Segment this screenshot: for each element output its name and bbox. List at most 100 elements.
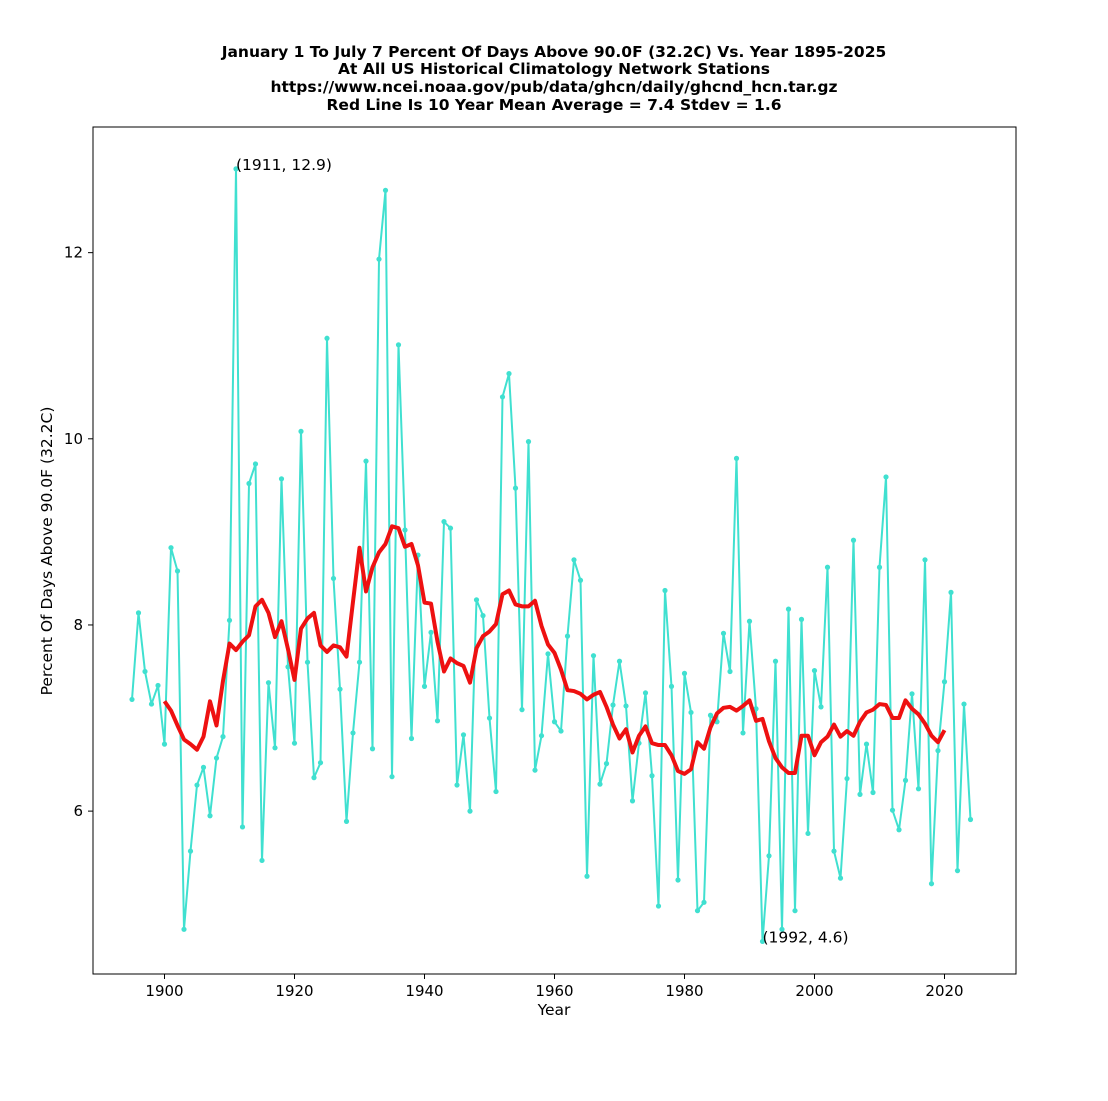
x-tick-label: 2020 xyxy=(925,982,963,1000)
series-0-point xyxy=(811,667,818,674)
series-0-point xyxy=(473,597,480,603)
series-0-point xyxy=(168,545,174,551)
plot-area xyxy=(129,166,974,945)
plot-frame xyxy=(92,126,1017,975)
x-tick-label: 1960 xyxy=(535,982,573,1000)
series-0-point xyxy=(590,653,597,659)
series-1-line xyxy=(162,524,947,776)
series-0-point xyxy=(772,658,779,664)
series-0-point xyxy=(454,782,460,788)
series-0-point xyxy=(928,881,935,887)
series-0-point xyxy=(889,807,896,813)
series-0-point xyxy=(389,774,395,780)
series-0-point xyxy=(584,873,590,879)
x-axis-label: Year xyxy=(537,1001,571,1019)
series-0-point xyxy=(844,775,850,782)
x-tick-label: 1980 xyxy=(665,982,703,1000)
series-0-point xyxy=(766,853,772,859)
series-0-point xyxy=(265,680,272,686)
series-0-point xyxy=(272,745,278,751)
series-0-point xyxy=(200,764,207,770)
series-0-point xyxy=(434,718,441,724)
series-0-point xyxy=(304,659,311,665)
series-0-point xyxy=(870,789,876,796)
series-0-point xyxy=(850,537,857,543)
series-0-point xyxy=(909,691,915,697)
y-tick-label: 10 xyxy=(64,430,83,448)
series-0-point xyxy=(259,857,265,864)
series-0-point xyxy=(506,371,512,377)
series-0-point xyxy=(857,791,863,797)
x-tick-label: 2000 xyxy=(795,982,833,1000)
series-0-point xyxy=(499,394,506,400)
series-0-point xyxy=(493,788,499,795)
series-0-point xyxy=(226,617,233,623)
series-0-point xyxy=(675,877,681,883)
series-0-point xyxy=(876,564,883,570)
series-0-point xyxy=(824,564,831,570)
series-0-point xyxy=(597,781,603,787)
series-0-point xyxy=(252,461,259,467)
series-0-point xyxy=(174,568,181,574)
series-0-point xyxy=(896,827,902,833)
series-0-point xyxy=(311,775,317,781)
series-0-point xyxy=(428,629,434,636)
series-0-point xyxy=(707,712,714,718)
series-0-point xyxy=(369,746,376,752)
x-tick-label: 1940 xyxy=(405,982,443,1000)
series-0-point xyxy=(935,748,941,754)
series-0-point xyxy=(194,782,200,788)
series-0-point xyxy=(213,755,220,761)
series-0-point xyxy=(603,761,610,767)
series-0-point xyxy=(408,735,415,742)
series-0-point xyxy=(376,256,382,262)
series-0-point xyxy=(330,575,337,582)
series-0-point xyxy=(207,813,213,819)
series-0-point xyxy=(837,875,844,881)
series-0-point xyxy=(187,848,194,854)
series-0-point xyxy=(681,670,688,676)
series-0-point xyxy=(798,616,805,622)
series-0-point xyxy=(915,786,922,792)
series-0-point xyxy=(740,730,746,736)
series-0-point xyxy=(701,899,707,905)
x-axis-ticks: 1900 1920 1940 1960 1980 2000 2020 xyxy=(145,974,964,1000)
series-0-point xyxy=(350,730,356,736)
series-0-point xyxy=(324,335,330,341)
series-0-point xyxy=(395,342,402,348)
annotation-label: (1992, 4.6) xyxy=(763,928,849,946)
series-0-point xyxy=(447,525,454,531)
series-0-point xyxy=(356,659,363,665)
series-0-point xyxy=(662,587,668,594)
series-0-point xyxy=(239,824,246,830)
series-0-point xyxy=(285,664,291,670)
series-0-point xyxy=(291,740,298,746)
series-0-point xyxy=(337,686,343,692)
series-0-point xyxy=(246,480,252,487)
series-0-point xyxy=(902,777,909,784)
series-0-point xyxy=(298,428,304,434)
x-tick-label: 1900 xyxy=(145,982,183,1000)
series-0-point xyxy=(792,908,798,914)
series-0-point xyxy=(922,557,928,563)
series-0-point xyxy=(720,630,727,636)
series-0-point xyxy=(746,618,753,624)
series-0-point xyxy=(941,679,948,685)
series-0-point xyxy=(382,187,389,193)
series-0-point xyxy=(616,658,623,664)
series-0-point xyxy=(948,589,954,595)
series-0-point xyxy=(649,773,655,779)
series-0-point xyxy=(688,709,694,716)
series-0-point xyxy=(785,606,792,612)
series-0-point xyxy=(779,926,785,932)
series-0-point xyxy=(805,830,811,837)
series-0-point xyxy=(343,818,350,824)
series-0-point xyxy=(629,798,636,804)
series-0-point xyxy=(142,668,148,675)
x-tick-label: 1920 xyxy=(275,982,313,1000)
series-0-point xyxy=(519,707,525,713)
series-0-point xyxy=(655,903,662,909)
series-0-point xyxy=(148,701,155,707)
series-0-point xyxy=(460,732,467,738)
series-0-point xyxy=(818,704,824,710)
